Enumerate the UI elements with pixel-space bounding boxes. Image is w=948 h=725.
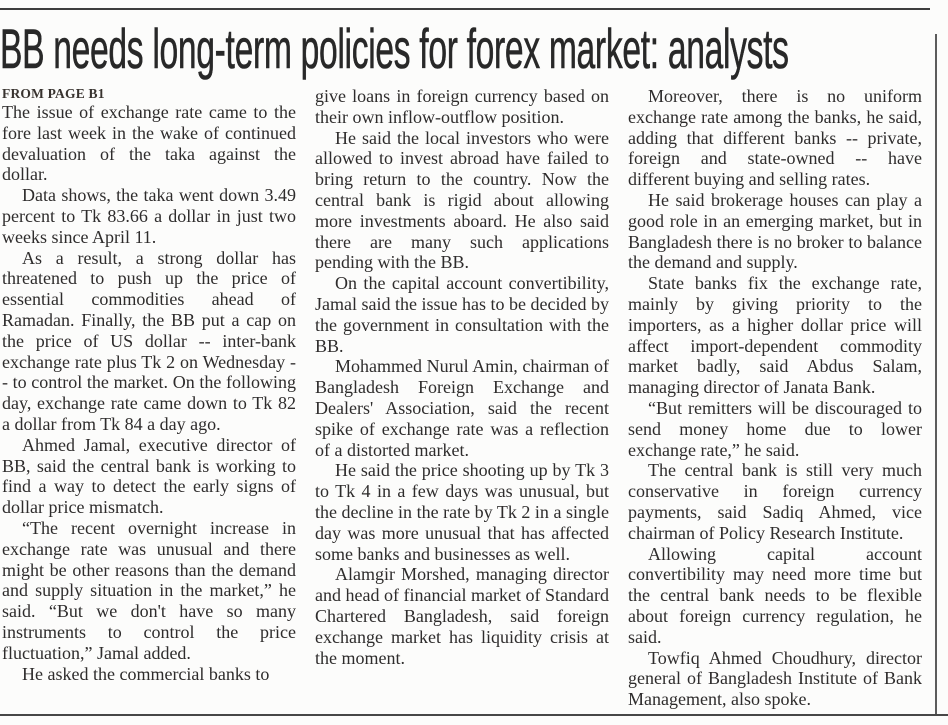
article-paragraph: He said the price shooting up by Tk 3 to… — [315, 460, 609, 564]
article-paragraph: give loans in foreign currency based on … — [315, 86, 609, 127]
article-paragraph: Data shows, the taka went down 3.49 perc… — [2, 185, 296, 247]
article-paragraph: State banks fix the exchange rate, mainl… — [628, 273, 922, 398]
top-rule — [0, 8, 930, 10]
article-paragraph: He asked the commercial banks to — [22, 663, 270, 684]
article-paragraph: The issue of exchange rate came to the f… — [2, 102, 296, 185]
bottom-rule — [0, 714, 948, 716]
article-column-2: give loans in foreign currency based on … — [315, 86, 609, 710]
article-body: FROM PAGE B1 The issue of exchange rate … — [2, 86, 922, 710]
continued-from-kicker: FROM PAGE B1 — [2, 86, 105, 101]
article-paragraph: Mohammed Nurul Amin, chairman of Banglad… — [315, 356, 609, 460]
article-paragraph: As a result, a strong dollar has threate… — [2, 247, 296, 434]
article-paragraph: Towfiq Ahmed Choudhury, director general… — [628, 647, 922, 710]
article-paragraph: On the capital account convertibility, J… — [315, 273, 609, 356]
article-paragraph: “The recent overnight increase in exchan… — [2, 517, 296, 663]
right-divider-rule — [935, 34, 937, 715]
article-paragraph: The central bank is still very much cons… — [628, 460, 922, 543]
column-3-paragraphs: Moreover, there is no uniform exchange r… — [628, 86, 922, 710]
article-headline-text: BB needs long-term policies for forex ma… — [0, 17, 789, 81]
article-column-3: Moreover, there is no uniform exchange r… — [628, 86, 922, 710]
article-paragraph: Moreover, there is no uniform exchange r… — [628, 86, 922, 190]
article-paragraph: Ahmed Jamal, executive director of BB, s… — [2, 434, 296, 518]
article-column-1: FROM PAGE B1 The issue of exchange rate … — [2, 86, 296, 710]
column-1-paragraphs: The issue of exchange rate came to the f… — [2, 102, 296, 684]
article-paragraph: “But remitters will be discouraged to se… — [628, 397, 922, 460]
article-paragraph: Alamgir Morshed, managing director and h… — [315, 564, 609, 668]
column-2-paragraphs: give loans in foreign currency based on … — [315, 86, 609, 668]
article-paragraph: Allowing capital account convertibility … — [628, 543, 922, 647]
article-paragraph: He said the local investors who were all… — [315, 127, 609, 273]
article-paragraph: He said brokerage houses can play a good… — [628, 189, 922, 273]
article-headline: BB needs long-term policies for forex ma… — [0, 16, 948, 82]
